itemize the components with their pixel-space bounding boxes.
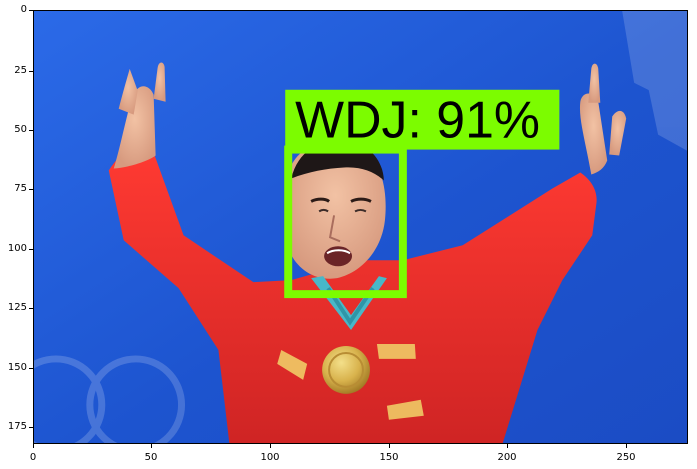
x-tick-200-mark <box>507 444 508 448</box>
y-tick-label-50: 50 <box>14 124 27 135</box>
y-tick-25-mark <box>29 71 33 72</box>
image-axes: WDJ: 91% <box>33 10 688 444</box>
x-tick-250-mark <box>626 444 627 448</box>
y-tick-label-125: 125 <box>7 302 27 313</box>
y-tick-150-mark <box>29 368 33 369</box>
y-tick-label-100: 100 <box>7 243 27 254</box>
y-tick-label-150: 150 <box>7 362 27 373</box>
x-tick-150-mark <box>389 444 390 448</box>
background-logo-shape <box>622 11 687 151</box>
y-tick-175-mark <box>29 427 33 428</box>
scene-illustration: WDJ: 91% <box>34 11 687 443</box>
y-tick-0-mark <box>29 10 33 11</box>
y-tick-label-25: 25 <box>14 65 27 76</box>
detection-label-background <box>285 89 560 150</box>
y-tick-125-mark <box>29 308 33 309</box>
x-tick-label-50: 50 <box>144 452 158 463</box>
x-tick-label-100: 100 <box>260 452 280 463</box>
olympic-rings-watermark <box>34 355 186 443</box>
x-tick-label-0: 0 <box>29 452 37 463</box>
x-tick-100-mark <box>270 444 271 448</box>
x-tick-0-mark <box>33 444 34 448</box>
y-tick-label-75: 75 <box>14 183 27 194</box>
y-tick-100-mark <box>29 249 33 250</box>
x-tick-label-150: 150 <box>379 452 399 463</box>
y-tick-label-0: 0 <box>20 4 27 15</box>
detection-label-text: WDJ: 91% <box>295 91 540 149</box>
y-tick-75-mark <box>29 189 33 190</box>
y-tick-50-mark <box>29 130 33 131</box>
y-tick-label-175: 175 <box>7 421 27 432</box>
x-tick-50-mark <box>151 444 152 448</box>
x-tick-label-250: 250 <box>616 452 636 463</box>
x-tick-label-200: 200 <box>497 452 517 463</box>
